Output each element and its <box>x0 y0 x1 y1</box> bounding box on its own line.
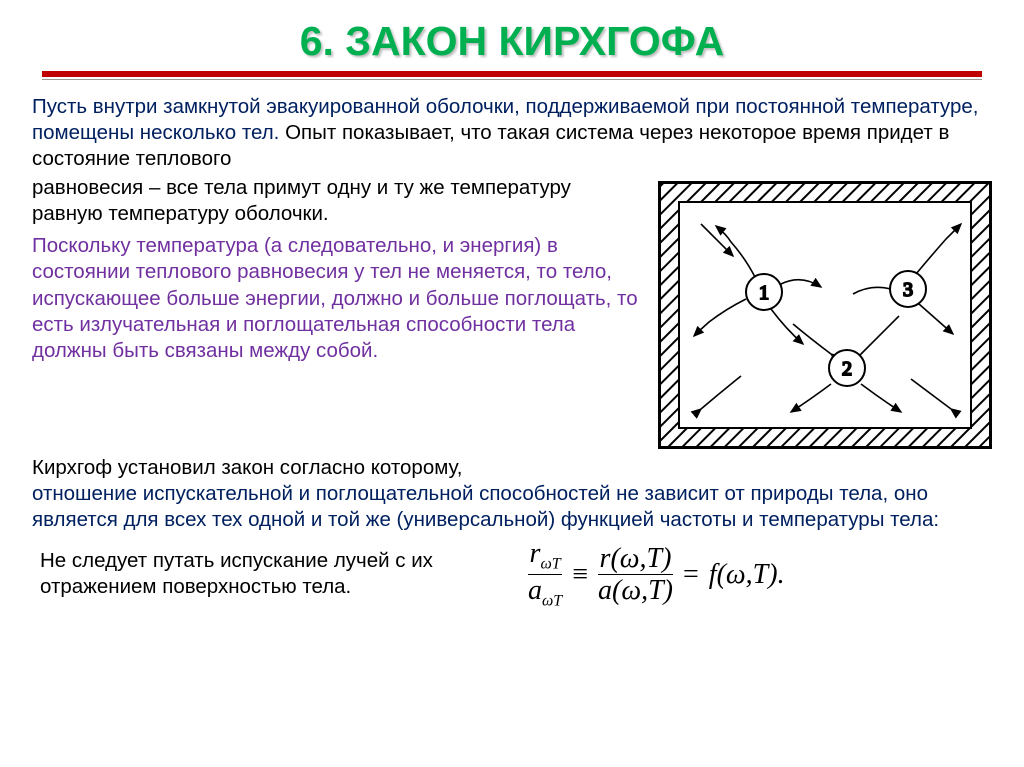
p3-black-a: Кирхгоф установил закон согласно котором… <box>32 456 462 479</box>
f-rhs: f(ω,T). <box>709 559 785 591</box>
f-r: r <box>530 538 541 569</box>
f-equiv: ≡ <box>572 559 588 591</box>
title-rule <box>42 71 982 80</box>
kirchhoff-formula: rωT aωT ≡ r(ω,T) a(ω,T) = f(ω,T). <box>528 539 785 610</box>
p1-black-b: равновесия – все тела примут одну и ту ж… <box>32 175 644 227</box>
slide-title: 6. ЗАКОН КИРХГОФА <box>32 18 992 65</box>
f-sub1: ωT <box>540 556 560 573</box>
f-afunc: a(ω,T) <box>598 574 673 605</box>
rule-red <box>42 71 982 77</box>
figure-enclosure: 1 2 3 <box>658 181 992 449</box>
f-rfunc: r(ω,T) <box>600 544 672 573</box>
paragraph-1-top: Пусть внутри замкнутой эвакуированной об… <box>32 94 992 173</box>
p3-blue: отношение испускательной и поглощательно… <box>32 482 939 531</box>
paragraph-3: Кирхгоф установил закон согласно котором… <box>32 455 992 534</box>
rule-gray <box>42 79 982 80</box>
fig-node-1-label: 1 <box>759 282 769 304</box>
f-eq: = <box>683 559 699 591</box>
paragraph-4: Не следует путать испускание лучей с их … <box>40 548 500 600</box>
fig-node-2-label: 2 <box>842 358 852 380</box>
f-a: a <box>528 575 542 606</box>
f-sub2: ωT <box>542 592 562 609</box>
fig-node-3-label: 3 <box>903 279 913 301</box>
paragraph-2: Поскольку температура (а следовательно, … <box>32 233 644 364</box>
